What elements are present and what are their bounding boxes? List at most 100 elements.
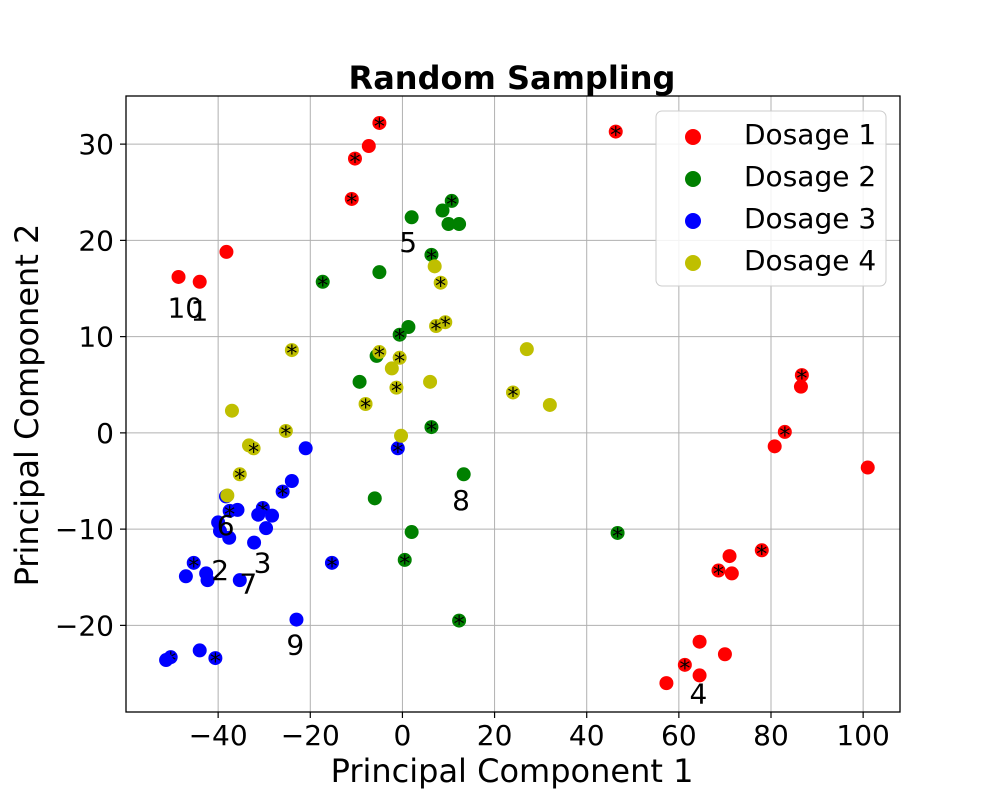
scatter-point [284, 474, 299, 488]
scatter-point [452, 217, 467, 232]
x-tick-label: 20 [477, 719, 513, 752]
scatter-point [372, 345, 387, 360]
scatter-point [372, 265, 387, 280]
star-marker: * [679, 657, 690, 682]
star-marker: * [508, 384, 519, 409]
data-points: ************************************** [159, 115, 875, 691]
star-marker: * [454, 613, 465, 638]
scatter-point [284, 343, 299, 358]
scatter-point [610, 525, 625, 540]
x-axis-label: Principal Component 1 [331, 752, 694, 790]
star-marker: * [374, 344, 385, 369]
scatter-point [159, 653, 174, 668]
point-annotation: 9 [286, 628, 304, 661]
scatter-point [171, 269, 186, 284]
scatter-point [392, 327, 407, 342]
scatter-point [384, 361, 399, 376]
scatter-point [259, 521, 274, 536]
legend-marker [685, 213, 701, 229]
star-marker: * [756, 542, 767, 567]
scatter-point [404, 210, 419, 225]
series-dosage-4: **** * ** ***** [220, 259, 557, 503]
y-tick-label: 20 [78, 224, 114, 257]
scatter-point [542, 397, 557, 412]
legend-label: Dosage 4 [744, 244, 876, 277]
scatter-point [444, 193, 459, 208]
star-marker: * [713, 563, 724, 588]
scatter-point [192, 643, 207, 658]
scatter-point [224, 403, 239, 418]
point-annotation: 6 [217, 509, 235, 542]
scatter-point [344, 191, 359, 206]
scatter-point [717, 647, 732, 662]
scatter-point [397, 552, 412, 567]
scatter-point [659, 676, 674, 691]
scatter-point [860, 460, 875, 475]
star-marker: * [796, 367, 807, 392]
scatter-point [404, 525, 419, 540]
star-marker: * [280, 423, 291, 448]
star-marker: * [440, 314, 451, 339]
point-annotation: 5 [399, 226, 417, 259]
scatter-point [220, 488, 235, 503]
x-tick-label: 60 [661, 719, 697, 752]
legend-label: Dosage 1 [744, 118, 876, 151]
scatter-point [433, 275, 448, 290]
star-marker: * [224, 503, 235, 528]
chart-title: Random Sampling [349, 59, 676, 97]
point-annotation: 2 [211, 554, 229, 587]
x-tick-label: 80 [753, 719, 789, 752]
scatter-point [200, 573, 215, 588]
star-marker: * [188, 555, 199, 580]
star-marker: * [234, 466, 245, 491]
star-marker: * [431, 318, 442, 343]
scatter-point [367, 491, 382, 506]
legend-label: Dosage 3 [744, 202, 876, 235]
scatter-point [265, 508, 280, 523]
scatter-point [423, 374, 438, 389]
point-annotation: 3 [254, 546, 272, 579]
star-marker: * [360, 396, 371, 421]
scatter-point [208, 651, 223, 666]
star-marker: * [446, 193, 457, 218]
scatter-point [506, 385, 520, 400]
y-tick-label: −20 [55, 609, 114, 642]
scatter-point [278, 423, 293, 438]
scatter-point [390, 441, 405, 456]
scatter-point [178, 569, 193, 584]
scatter-point [324, 555, 339, 570]
scatter-point [222, 530, 237, 545]
scatter-point [424, 247, 439, 262]
y-tick-label: −10 [55, 513, 114, 546]
scatter-point [767, 439, 782, 454]
star-marker: * [394, 350, 405, 375]
scatter-point [793, 379, 808, 394]
scatter-point [389, 380, 404, 395]
y-tick-label: 10 [78, 321, 114, 354]
scatter-point [219, 244, 234, 259]
scatter-point [722, 549, 737, 564]
scatter-point [222, 503, 237, 518]
scatter-point [435, 203, 450, 218]
star-marker: * [210, 650, 221, 675]
plot-frame [125, 95, 901, 713]
point-annotations: 101 5 8 632 79 4 [167, 226, 707, 710]
scatter-point [692, 668, 707, 683]
scatter-point [452, 613, 467, 628]
scatter-point [315, 274, 330, 289]
scatter-point [754, 543, 769, 558]
scatter-point [794, 368, 809, 383]
scatter-point [372, 115, 387, 130]
scatter-point [427, 259, 442, 274]
scatter-point [677, 657, 692, 672]
scatter-point [275, 484, 290, 499]
scatter-point [246, 441, 261, 456]
star-marker: * [391, 380, 402, 405]
star-marker: * [426, 247, 437, 272]
star-marker: * [326, 555, 337, 580]
point-annotation: 10 [167, 291, 203, 324]
point-annotation: 8 [452, 484, 470, 517]
x-tick-label: 40 [569, 719, 605, 752]
x-tick-label: 0 [394, 719, 412, 752]
